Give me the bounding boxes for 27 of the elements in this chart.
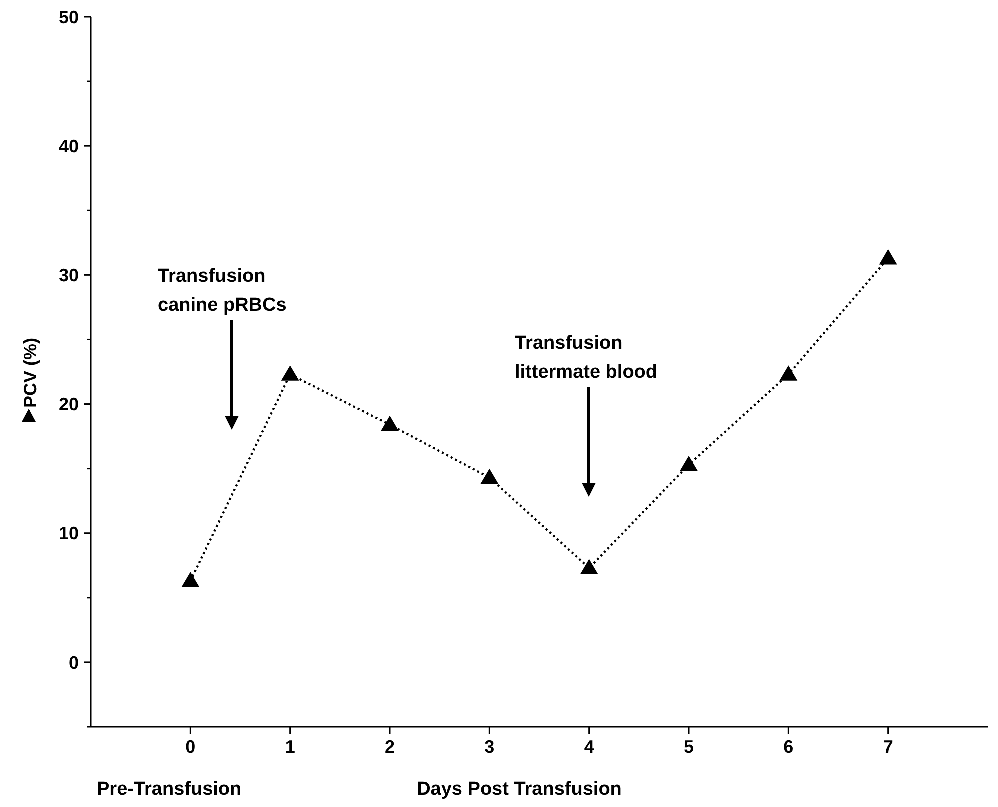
y-tick-label: 40	[58, 136, 79, 156]
x-tick-label: 5	[684, 737, 694, 757]
y-axis-title: PCV (%)	[20, 338, 40, 408]
point	[680, 456, 698, 472]
annotation: Transfusion littermate blood	[515, 333, 658, 383]
point	[480, 468, 499, 484]
y-tick-label: 50	[58, 7, 79, 28]
y-tick-label: 30	[58, 265, 79, 286]
x-tick-label: 6	[784, 737, 794, 757]
x-tick-label: 0	[186, 737, 196, 757]
y-tick-label: 0	[68, 652, 79, 673]
annotation: Transfusion canine pRBCs	[158, 266, 287, 316]
point	[281, 366, 300, 381]
point	[580, 559, 598, 575]
point	[381, 416, 399, 432]
x-tick-label: 7	[883, 737, 894, 757]
y-tick-label: 20	[58, 394, 79, 415]
x-tick-label: 1	[285, 737, 296, 757]
x-axis-title: Days Post Transfusion	[417, 779, 622, 800]
point	[780, 366, 798, 381]
text: Pre-Transfusion	[97, 779, 242, 800]
x-tick-label: 3	[484, 737, 495, 757]
point	[182, 572, 200, 588]
y-tick-label: 10	[58, 524, 79, 544]
point	[879, 249, 898, 265]
x-tick-label: 4	[584, 737, 594, 757]
x-tick-label: 2	[384, 737, 396, 757]
